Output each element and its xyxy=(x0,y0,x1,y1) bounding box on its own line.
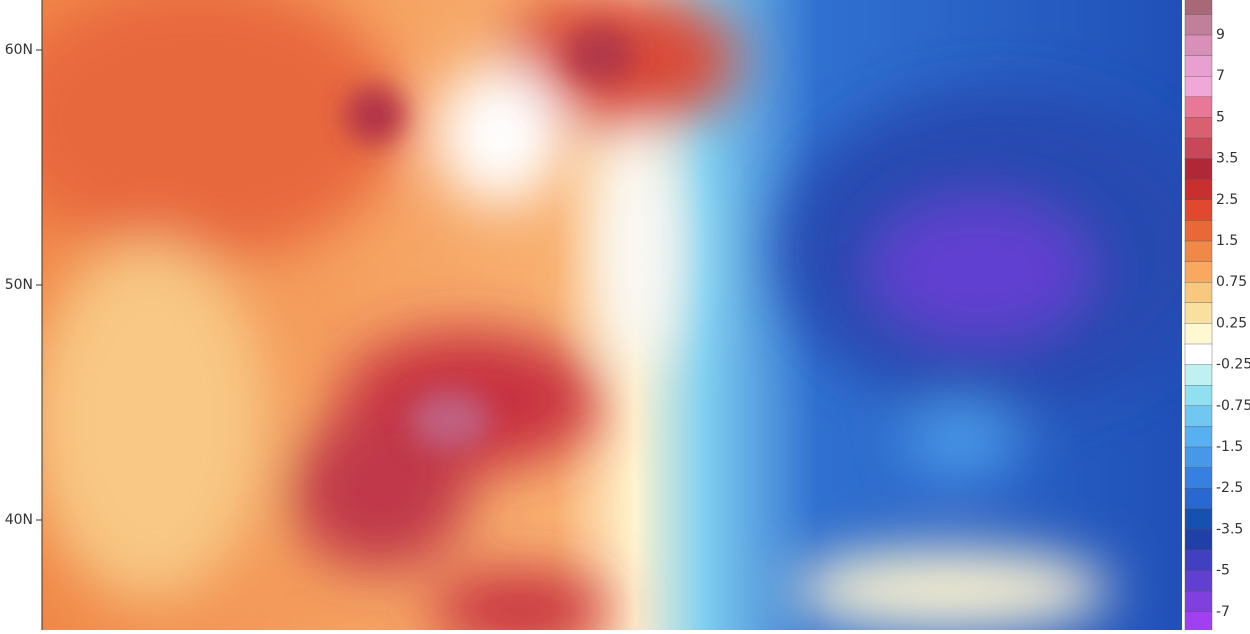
colorbar-swatch xyxy=(1184,364,1213,386)
colorbar-label: -0.75 xyxy=(1216,398,1250,414)
lat-label: 40N xyxy=(5,512,33,528)
colorbar-swatch xyxy=(1184,488,1213,510)
colorbar-label: -5 xyxy=(1216,563,1230,579)
colorbar-swatch xyxy=(1184,611,1213,634)
colorbar-label: -7 xyxy=(1216,604,1230,620)
colorbar-swatch xyxy=(1184,199,1213,222)
colorbar-swatch xyxy=(1184,158,1213,180)
colorbar-label: 2.5 xyxy=(1216,192,1238,208)
colorbar-swatch xyxy=(1184,0,1213,16)
colorbar-swatch xyxy=(1184,96,1213,119)
colorbar-label: 0.75 xyxy=(1216,274,1247,290)
colorbar-swatch xyxy=(1184,323,1213,345)
lat-label: 60N xyxy=(5,42,33,58)
colorbar-swatch xyxy=(1184,55,1213,77)
colorbar-label: -3.5 xyxy=(1216,521,1243,537)
colorbar-swatch xyxy=(1184,343,1213,366)
colorbar-label: -1.5 xyxy=(1216,439,1243,455)
colorbar-swatch xyxy=(1184,508,1213,531)
colorbar-swatch xyxy=(1184,14,1213,36)
colorbar-swatch xyxy=(1184,385,1213,407)
colorbar-label: -2.5 xyxy=(1216,480,1243,496)
colorbar-swatch xyxy=(1184,467,1213,489)
colorbar-swatch xyxy=(1184,405,1213,428)
colorbar-swatch xyxy=(1184,137,1213,160)
colorbar-label: 1.5 xyxy=(1216,233,1238,249)
colorbar-swatch xyxy=(1184,75,1213,98)
colorbar-swatch xyxy=(1184,446,1213,469)
colorbar-label: 9 xyxy=(1216,27,1225,43)
colorbar-swatch xyxy=(1184,549,1213,572)
colorbar-swatch xyxy=(1184,240,1213,263)
colorbar-swatch xyxy=(1184,261,1213,283)
colorbar-swatch xyxy=(1184,282,1213,304)
colorbar-label: 3.5 xyxy=(1216,151,1238,167)
colorbar-label: 0.25 xyxy=(1216,315,1247,331)
lat-label: 50N xyxy=(5,277,33,293)
colorbar-label: 7 xyxy=(1216,68,1225,84)
anomaly-field xyxy=(42,0,1182,630)
colorbar-swatch xyxy=(1184,178,1213,201)
colorbar-swatch xyxy=(1184,117,1213,139)
colorbar: 9 7 5 3.5 2.5 1.5 0.75 0.25 -0.25 -0.75 -1.5 -2.5 -3… xyxy=(1184,0,1250,634)
colorbar-swatch xyxy=(1184,591,1213,613)
colorbar-swatch xyxy=(1184,220,1213,242)
colorbar-label: 5 xyxy=(1216,109,1225,125)
colorbar-swatch xyxy=(1184,302,1213,325)
colorbar-swatch xyxy=(1184,570,1213,592)
colorbar-label: -0.25 xyxy=(1216,357,1250,373)
latitude-axis: 60N 50N 40N xyxy=(5,0,43,630)
colorbar-swatch xyxy=(1184,529,1213,551)
colorbar-swatch xyxy=(1184,426,1213,448)
colorbar-swatch xyxy=(1184,34,1213,57)
